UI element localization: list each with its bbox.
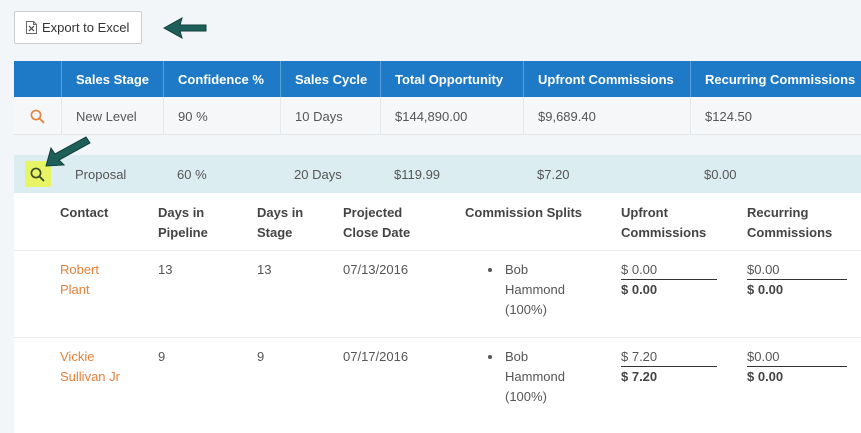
days-in-pipeline: 13 (158, 262, 173, 277)
recurring-amount: $0.00 $ 0.00 (747, 260, 847, 300)
upfront-amount: $ 7.20 $ 7.20 (621, 347, 717, 387)
cell-confidence: 60 % (177, 166, 207, 182)
divider (14, 337, 861, 338)
export-label: Export to Excel (42, 20, 130, 35)
expand-cell[interactable] (14, 97, 61, 135)
detail-header-recurring: Recurring Commissions (747, 205, 833, 240)
table-row-expanded[interactable]: Proposal 60 % 20 Days $119.99 $7.20 $0.0… (14, 155, 861, 193)
arrow-annotation-icon (45, 136, 91, 167)
days-in-stage: 9 (257, 349, 265, 364)
cell-confidence: 90 % (163, 97, 280, 135)
days-in-stage: 13 (257, 262, 272, 277)
cell-total-opportunity: $144,890.00 (380, 97, 523, 135)
cell-upfront-commissions: $7.20 (537, 166, 570, 182)
upfront-amount: $ 0.00 $ 0.00 (621, 260, 717, 300)
contact-link[interactable]: Vickie Sullivan Jr (60, 349, 120, 384)
header-expand (14, 61, 61, 97)
export-to-excel-button[interactable]: Export to Excel (14, 11, 142, 44)
cell-sales-cycle: 20 Days (294, 166, 342, 182)
detail-header-days-pipeline: Days in Pipeline (158, 205, 208, 240)
cell-recurring-commissions: $124.50 (690, 97, 861, 135)
header-recurring-commissions: Recurring Commissions (690, 61, 861, 97)
header-sales-stage: Sales Stage (61, 61, 163, 97)
cell-sales-stage: New Level (61, 97, 163, 135)
table-row[interactable]: New Level 90 % 10 Days $144,890.00 $9,68… (14, 97, 861, 135)
table-header: Sales Stage Confidence % Sales Cycle Tot… (14, 61, 861, 97)
bullet (488, 268, 492, 272)
header-sales-cycle: Sales Cycle (280, 61, 380, 97)
detail-header-close-date: Projected Close Date (343, 205, 411, 240)
recurring-amount: $0.00 $ 0.00 (747, 347, 847, 387)
cell-upfront-commissions: $9,689.40 (523, 97, 690, 135)
detail-header-contact: Contact (60, 205, 109, 220)
arrow-annotation-icon (162, 16, 207, 40)
detail-header-commission-splits: Commission Splits (465, 205, 583, 220)
contact-link[interactable]: Robert Plant (60, 262, 100, 297)
header-confidence: Confidence % (163, 61, 280, 97)
bullet (488, 355, 492, 359)
detail-header-upfront: Upfront Commissions (621, 205, 707, 240)
divider (14, 250, 861, 251)
commission-split: Bob Hammond (100%) (505, 349, 565, 404)
header-total-opportunity: Total Opportunity (380, 61, 523, 97)
commission-split: Bob Hammond (100%) (505, 262, 565, 317)
cell-recurring-commissions: $0.00 (704, 166, 737, 182)
magnifier-icon[interactable] (29, 107, 47, 125)
projected-close-date: 07/13/2016 (343, 262, 409, 277)
opportunity-table: Sales Stage Confidence % Sales Cycle Tot… (14, 61, 861, 433)
header-upfront-commissions: Upfront Commissions (523, 61, 690, 97)
cell-sales-cycle: 10 Days (280, 97, 380, 135)
cell-total-opportunity: $119.99 (394, 166, 441, 182)
detail-header-days-stage: Days in Stage (257, 205, 304, 240)
days-in-pipeline: 9 (158, 349, 166, 364)
projected-close-date: 07/17/2016 (343, 349, 409, 364)
cell-sales-stage: Proposal (75, 166, 127, 182)
excel-file-icon (26, 21, 37, 34)
detail-panel: Contact Days in Pipeline Days in Stage Pro… (14, 193, 861, 433)
